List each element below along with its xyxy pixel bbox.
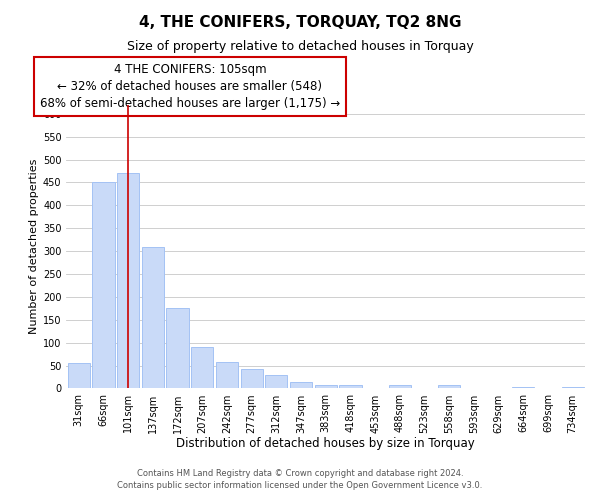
Bar: [389, 386, 411, 388]
X-axis label: Distribution of detached houses by size in Torquay: Distribution of detached houses by size …: [176, 437, 475, 450]
Bar: [241, 369, 263, 388]
Bar: [117, 173, 139, 388]
Text: 4, THE CONIFERS, TORQUAY, TQ2 8NG: 4, THE CONIFERS, TORQUAY, TQ2 8NG: [139, 15, 461, 30]
Bar: [339, 385, 362, 388]
Bar: [191, 348, 214, 389]
Bar: [216, 362, 238, 388]
Bar: [512, 387, 535, 388]
Bar: [166, 308, 188, 388]
Bar: [438, 385, 460, 388]
Text: Size of property relative to detached houses in Torquay: Size of property relative to detached ho…: [127, 40, 473, 53]
Text: Contains HM Land Registry data © Crown copyright and database right 2024.
Contai: Contains HM Land Registry data © Crown c…: [118, 468, 482, 490]
Bar: [290, 382, 312, 388]
Bar: [562, 387, 584, 388]
Bar: [314, 386, 337, 388]
Bar: [92, 182, 115, 388]
Bar: [68, 364, 90, 388]
Text: 4 THE CONIFERS: 105sqm
← 32% of detached houses are smaller (548)
68% of semi-de: 4 THE CONIFERS: 105sqm ← 32% of detached…: [40, 63, 340, 110]
Y-axis label: Number of detached properties: Number of detached properties: [29, 159, 39, 334]
Bar: [142, 246, 164, 388]
Bar: [265, 374, 287, 388]
